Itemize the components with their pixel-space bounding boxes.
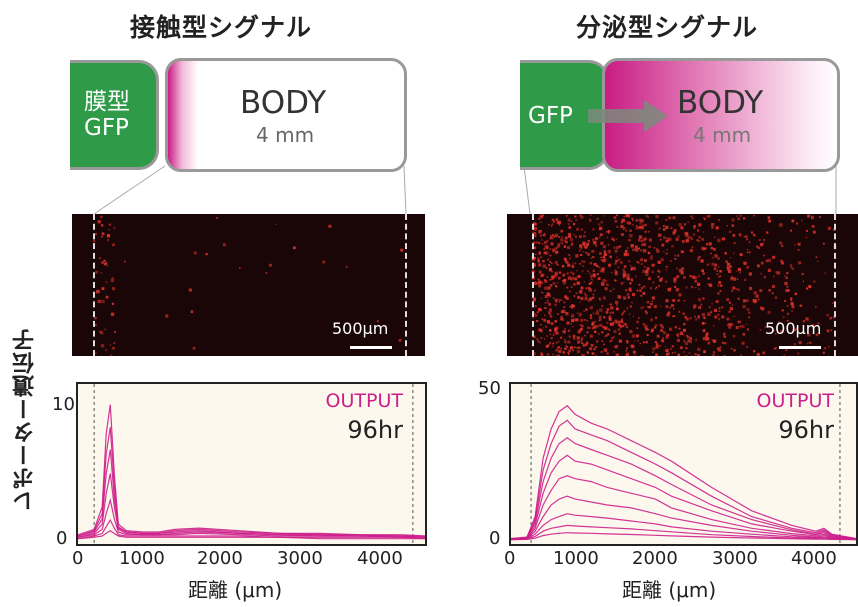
left-output-label: OUTPUT — [325, 390, 403, 412]
left-y-tick-0: 0 — [56, 528, 68, 549]
left-series-line-3 — [78, 449, 425, 538]
left-series-line-5 — [78, 497, 425, 538]
right-source-label: GFP — [528, 103, 573, 129]
right-body-title: BODY — [677, 85, 764, 121]
left-microscopy-image: 500μm — [72, 214, 425, 356]
left-time-label: 96hr — [347, 416, 403, 444]
right-body-length: 4 mm — [693, 123, 752, 147]
left-series-line-4 — [78, 473, 425, 538]
left-y-tick-10: 10 — [52, 394, 75, 415]
right-series-line-7 — [511, 513, 856, 540]
right-series-line-3 — [511, 437, 856, 540]
right-plot-area: OUTPUT 96hr — [509, 382, 858, 546]
right-roi-line-right — [834, 214, 836, 356]
left-plot-svg — [78, 384, 425, 544]
right-series-line-6 — [511, 495, 856, 540]
right-series-line-8 — [511, 524, 856, 541]
right-series-line-5 — [511, 475, 856, 540]
right-plot-svg — [511, 384, 856, 544]
right-microscopy-dots — [531, 214, 837, 356]
right-microscopy-image: 500μm — [507, 214, 858, 356]
right-y-tick-50: 50 — [478, 378, 501, 399]
right-x-tick-0: 0 — [504, 548, 516, 569]
right-y-tick-0: 0 — [489, 528, 501, 549]
left-roi-line-left — [93, 214, 95, 356]
left-body-box: BODY 4 mm — [165, 58, 407, 172]
left-body-title: BODY — [240, 85, 327, 121]
right-scalebar-label: 500μm — [765, 319, 822, 338]
left-x-tick-4000: 4000 — [357, 548, 403, 569]
right-x-axis-label: 距離 (μm) — [622, 578, 717, 602]
right-time-label: 96hr — [778, 416, 834, 444]
right-scalebar — [779, 346, 821, 349]
left-panel-title: 接触型シグナル — [130, 13, 313, 42]
right-diffusion-arrow — [588, 100, 668, 132]
left-x-tick-2000: 2000 — [197, 548, 243, 569]
left-body-length: 4 mm — [256, 123, 315, 147]
right-x-tick-3000: 3000 — [712, 548, 758, 569]
left-plot-area: OUTPUT 96hr — [76, 382, 427, 546]
right-series-line-1 — [511, 404, 856, 540]
right-cell-speckles — [531, 214, 837, 356]
left-cell-speckles — [93, 215, 408, 356]
right-roi-line-left — [532, 214, 534, 356]
left-x-axis-label: 距離 (μm) — [188, 578, 283, 602]
left-microscopy-dots — [93, 215, 408, 356]
left-series-line-1 — [78, 404, 425, 537]
left-series-line-7 — [78, 529, 425, 540]
left-x-tick-3000: 3000 — [277, 548, 323, 569]
left-series-line-6 — [78, 518, 425, 540]
left-scalebar-label: 500μm — [332, 319, 389, 338]
right-x-tick-4000: 4000 — [791, 548, 837, 569]
left-x-tick-1000: 1000 — [119, 548, 165, 569]
right-series-line-4 — [511, 454, 856, 540]
right-panel-title: 分泌型シグナル — [576, 13, 759, 42]
left-roi-line-right — [405, 214, 407, 356]
right-series-line-9 — [511, 532, 856, 541]
right-series-line-2 — [511, 419, 856, 540]
left-membrane-gfp-box: 膜型 GFP — [70, 60, 159, 170]
right-x-tick-1000: 1000 — [553, 548, 599, 569]
left-scalebar — [350, 346, 392, 349]
left-x-tick-0: 0 — [72, 548, 84, 569]
left-source-label: 膜型 GFP — [84, 89, 130, 141]
right-output-label: OUTPUT — [756, 390, 834, 412]
right-x-tick-2000: 2000 — [632, 548, 678, 569]
